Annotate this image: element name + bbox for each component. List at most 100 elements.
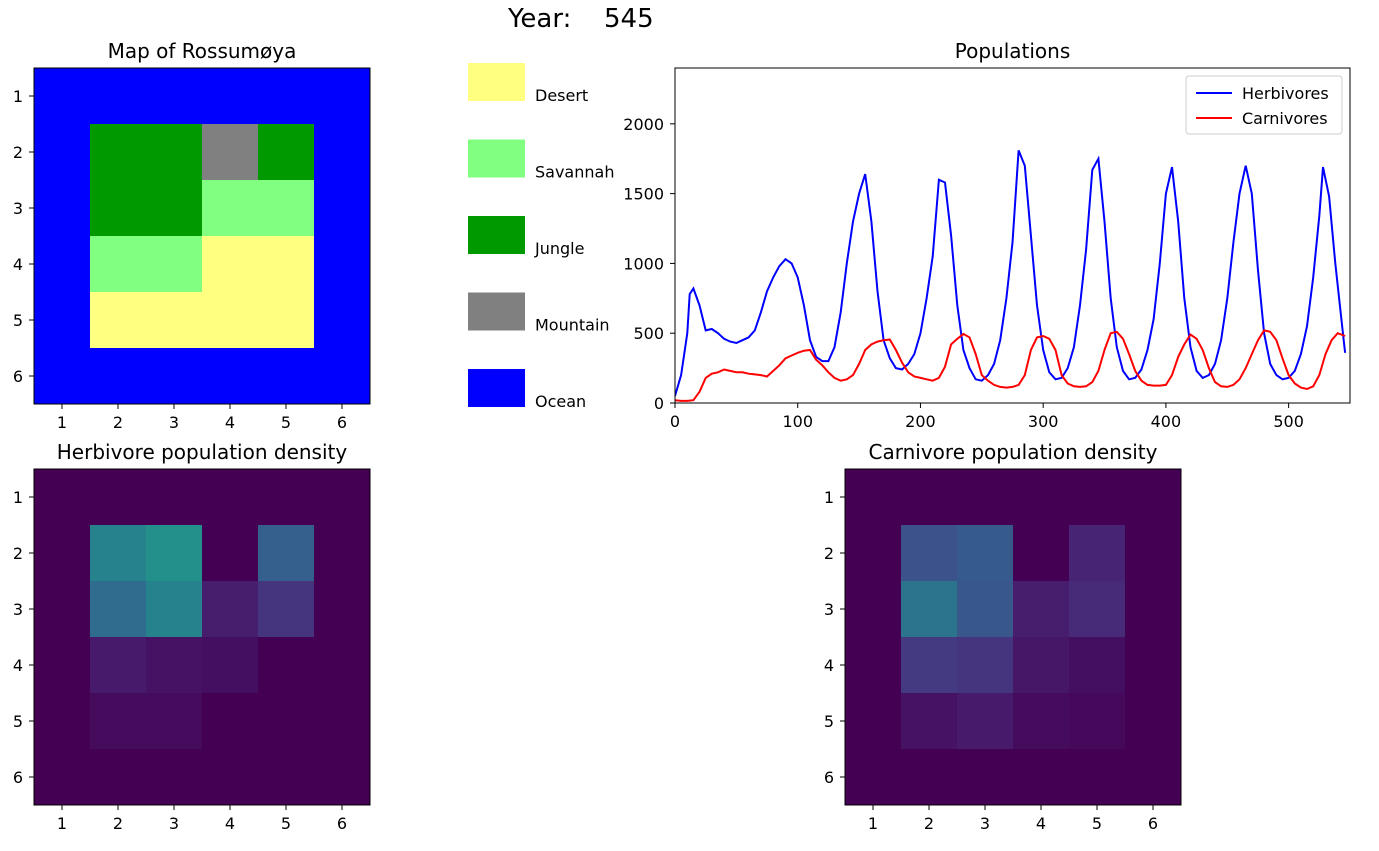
carnivore-density-chart: Carnivore population density 1 2 3 4 5 6 1 2 3 4 5 6 [824,440,1182,833]
herbivore-density-cell-1-1 [34,469,91,526]
herbivore-density-cell-4-6 [314,637,371,694]
carnivore-density-cell-4-3 [957,637,1014,694]
carnivore-density-x-tick-label: 6 [1148,814,1158,833]
herbivore-density-cell-2-1 [34,525,91,582]
populations-y-tick-label: 500 [633,324,664,343]
populations-x-tick-label: 300 [1028,412,1059,431]
map-cell-3-3 [146,180,203,237]
map-cell-5-4 [202,292,259,349]
year-value: 545 [604,4,654,34]
herbivore-density-cell-4-5 [258,637,315,694]
herbivore-density-cell-6-1 [34,749,91,806]
herbivore-density-cell-1-6 [314,469,371,526]
herbivore-density-cell-4-4 [202,637,259,694]
legend-label-savannah: Savannah [535,163,614,182]
carnivore-density-cell-2-4 [1013,525,1070,582]
map-cell-2-1 [34,124,91,181]
carnivore-density-cell-4-5 [1069,637,1126,694]
carnivore-density-cell-2-5 [1069,525,1126,582]
map-cell-5-3 [146,292,203,349]
map-y-tick-label: 2 [13,143,23,162]
map-cell-2-4 [202,124,259,181]
carnivore-density-cell-3-3 [957,581,1014,638]
herbivore-density-cell-1-2 [90,469,147,526]
map-cell-3-2 [90,180,147,237]
legend-label-carnivores: Carnivores [1242,109,1328,128]
map-cell-2-5 [258,124,315,181]
populations-y-tick-label: 0 [654,394,664,413]
herbivore-density-y-tick-label: 3 [13,600,23,619]
map-cell-6-1 [34,348,91,405]
carnivore-density-y-tick-label: 6 [824,768,834,787]
herbivore-density-cell-6-2 [90,749,147,806]
map-x-tick-label: 4 [225,413,235,432]
populations-x-tick-label: 100 [782,412,813,431]
herbivore-density-cell-2-5 [258,525,315,582]
herbivore-density-x-tick-label: 2 [113,814,123,833]
map-cell-4-3 [146,236,203,293]
carnivore-density-cell-6-1 [845,749,902,806]
series-line-carnivores [675,329,1346,402]
map-cell-2-6 [314,124,371,181]
map-cell-1-2 [90,68,147,125]
carnivore-density-cell-1-2 [901,469,958,526]
carnivore-density-cell-3-2 [901,581,958,638]
carnivore-density-cell-1-1 [845,469,902,526]
herbivore-density-cell-6-4 [202,749,259,806]
map-cell-6-2 [90,348,147,405]
herbivore-density-cell-5-2 [90,693,147,750]
map-x-tick-label: 5 [281,413,291,432]
herbivore-density-frame [33,468,371,806]
map-cell-2-3 [146,124,203,181]
populations-x-tick-label: 200 [905,412,936,431]
legend-label-ocean: Ocean [535,392,586,411]
herbivore-density-x-tick-label: 4 [225,814,235,833]
carnivore-density-x-tick-label: 5 [1092,814,1102,833]
carnivore-density-cell-2-2 [901,525,958,582]
legend-swatch-savannah [468,139,525,178]
herbivore-density-cell-6-3 [146,749,203,806]
populations-x-tick-label: 500 [1273,412,1304,431]
map-cell-5-2 [90,292,147,349]
carnivore-density-cell-1-6 [1125,469,1182,526]
carnivore-density-cell-3-1 [845,581,902,638]
herbivore-density-cell-3-6 [314,581,371,638]
legend-label-herbivores: Herbivores [1242,84,1329,103]
herbivore-density-cell-5-6 [314,693,371,750]
carnivore-density-cell-3-4 [1013,581,1070,638]
map-cell-3-4 [202,180,259,237]
map-y-tick-label: 4 [13,255,23,274]
map-cell-1-3 [146,68,203,125]
map-x-tick-label: 6 [337,413,347,432]
map-cell-3-6 [314,180,371,237]
carnivore-density-y-tick-label: 2 [824,544,834,563]
carnivore-density-cell-4-2 [901,637,958,694]
legend-label-mountain: Mountain [535,316,610,335]
map-frame [33,67,371,405]
map-cell-6-4 [202,348,259,405]
herbivore-density-cell-5-3 [146,693,203,750]
herbivore-density-x-tick-label: 6 [337,814,347,833]
carnivore-density-cell-4-4 [1013,637,1070,694]
herbivore-density-title: Herbivore population density [57,440,348,464]
herbivore-density-cell-1-4 [202,469,259,526]
herbivore-density-cell-1-3 [146,469,203,526]
herbivore-density-cell-6-5 [258,749,315,806]
carnivore-density-cell-5-3 [957,693,1014,750]
herbivore-density-y-tick-label: 5 [13,712,23,731]
island-map-chart: Map of Rossumøya 1 2 3 4 5 6 1 2 3 4 5 6 [13,39,371,432]
legend-swatch-ocean [468,369,525,407]
carnivore-density-x-tick-label: 4 [1036,814,1046,833]
carnivore-density-cell-5-6 [1125,693,1182,750]
map-cell-4-4 [202,236,259,293]
herbivore-density-cell-5-4 [202,693,259,750]
map-cell-4-5 [258,236,315,293]
herbivore-density-cell-1-5 [258,469,315,526]
herbivore-density-x-tick-label: 3 [169,814,179,833]
herbivore-density-cell-2-3 [146,525,203,582]
herbivore-density-cell-4-2 [90,637,147,694]
map-cell-4-1 [34,236,91,293]
herbivore-density-cell-4-3 [146,637,203,694]
populations-x-tick-label: 400 [1151,412,1182,431]
